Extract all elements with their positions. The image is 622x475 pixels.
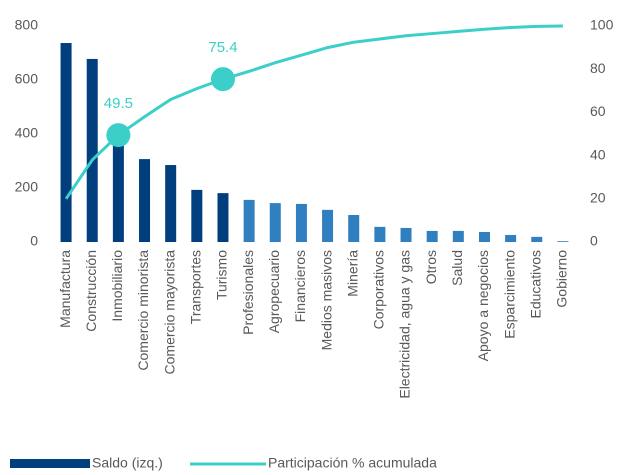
- y-tick-label: 600: [15, 71, 39, 87]
- y2-tick-label: 0: [590, 233, 598, 249]
- bar: [505, 234, 517, 242]
- x-tick-label: Manufactura: [57, 250, 73, 328]
- legend-swatch: [10, 459, 90, 468]
- bar: [165, 165, 177, 242]
- bar: [426, 230, 438, 242]
- x-tick-label: Inmobiliario: [109, 250, 125, 322]
- bar: [191, 189, 203, 242]
- bar: [374, 226, 386, 242]
- x-tick-label: Agropecuario: [266, 250, 282, 333]
- x-tick-label: Comercio mayorista: [161, 250, 177, 375]
- y2-tick-label: 80: [590, 60, 606, 76]
- legend-label: Saldo (izq.): [92, 455, 163, 471]
- y2-tick-label: 100: [590, 17, 614, 33]
- bar: [269, 203, 281, 242]
- line: [64, 24, 563, 200]
- y2-tick-label: 20: [590, 190, 606, 206]
- bar: [531, 236, 543, 242]
- y-tick-label: 400: [15, 125, 39, 141]
- x-tick-label: Apoyo a negocios: [475, 250, 491, 361]
- data-label: 75.4: [208, 39, 237, 56]
- x-tick-label: Educativos: [527, 250, 543, 318]
- bar: [112, 136, 124, 242]
- x-tick-label: Profesionales: [240, 250, 256, 335]
- y2-tick-label: 40: [590, 146, 606, 162]
- x-tick-label: Financieros: [292, 250, 308, 322]
- x-tick-label: Electricidad, agua y gas: [397, 250, 413, 399]
- bar: [452, 230, 464, 242]
- y-tick-label: 0: [30, 233, 38, 249]
- highlight-marker: [210, 67, 235, 92]
- x-tick-label: Gobierno: [554, 250, 570, 308]
- data-label: 49.5: [104, 95, 133, 112]
- x-tick-label: Minería: [344, 250, 360, 297]
- x-tick-label: Comercio minorista: [135, 250, 151, 371]
- x-tick-label: Otros: [423, 250, 439, 284]
- x-tick-label: Construcción: [83, 250, 99, 332]
- bar: [557, 241, 569, 242]
- bar: [295, 203, 307, 242]
- highlight-marker: [106, 123, 131, 148]
- bar: [400, 227, 412, 242]
- y-tick-label: 200: [15, 179, 39, 195]
- x-tick-label: Esparcimiento: [501, 250, 517, 339]
- y-tick-label: 800: [15, 17, 39, 33]
- bar: [322, 209, 334, 242]
- x-tick-label: Medios masivos: [318, 250, 334, 350]
- x-tick-label: Turismo: [214, 250, 230, 300]
- x-tick-label: Salud: [449, 250, 465, 286]
- x-tick-label: Corporativos: [371, 250, 387, 329]
- y2-tick-label: 60: [590, 103, 606, 119]
- bar: [86, 58, 98, 242]
- legend-label: Participación % acumulada: [268, 455, 437, 471]
- bar: [348, 215, 360, 242]
- x-tick-label: Transportes: [188, 250, 204, 324]
- bar: [243, 199, 255, 242]
- bar: [478, 232, 490, 242]
- bar: [217, 193, 229, 242]
- bar: [139, 159, 151, 242]
- bar: [60, 43, 72, 243]
